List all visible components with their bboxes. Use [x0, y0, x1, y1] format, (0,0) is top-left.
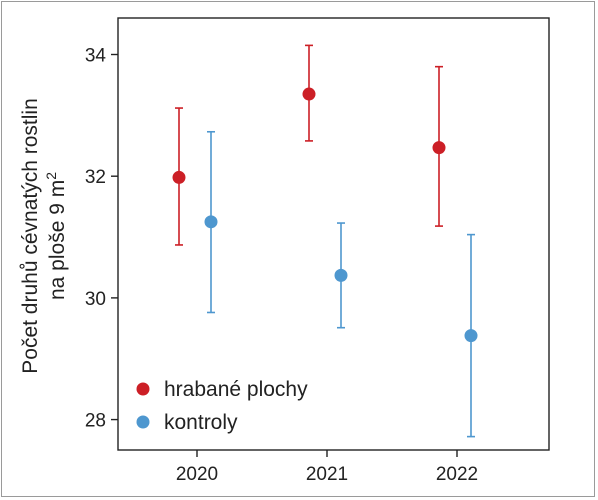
y-axis: 28 30 32 34: [85, 46, 118, 432]
legend-label: kontroly: [164, 411, 238, 434]
legend-label: hrabané plochy: [164, 378, 308, 401]
x-tick-label: 2021: [306, 464, 348, 485]
data-marks: [172, 44, 478, 438]
plot-area: [117, 17, 550, 451]
y-axis-title-line2-text: na ploše 9 m: [46, 180, 69, 300]
y-axis-title: Počet druhů cévnatých rostlin na ploše 9…: [19, 98, 69, 373]
y-axis-title-superscript: 2: [43, 172, 59, 180]
data-point: [432, 141, 446, 155]
data-point: [302, 87, 316, 101]
x-tick-label: 2020: [176, 464, 218, 485]
y-axis-title-line2: na ploše 9 m2: [43, 172, 69, 300]
y-tick-label: 34: [85, 46, 107, 67]
x-tick-label: 2022: [436, 464, 478, 485]
y-axis-title-line1: Počet druhů cévnatých rostlin: [19, 98, 42, 373]
data-point: [172, 170, 186, 184]
legend-marker: [136, 382, 150, 396]
data-point: [204, 215, 218, 229]
x-axis: 2020 2021 2022: [176, 450, 478, 485]
legend-marker: [136, 415, 150, 429]
y-tick-label: 30: [85, 289, 106, 310]
legend: hrabané plochy kontroly: [136, 378, 308, 434]
data-point: [464, 329, 478, 343]
series-hrabane-plochy: [172, 44, 446, 246]
y-tick-label: 32: [85, 167, 106, 188]
y-tick-label: 28: [85, 411, 106, 432]
series-kontroly: [204, 130, 478, 438]
data-point: [334, 268, 348, 282]
